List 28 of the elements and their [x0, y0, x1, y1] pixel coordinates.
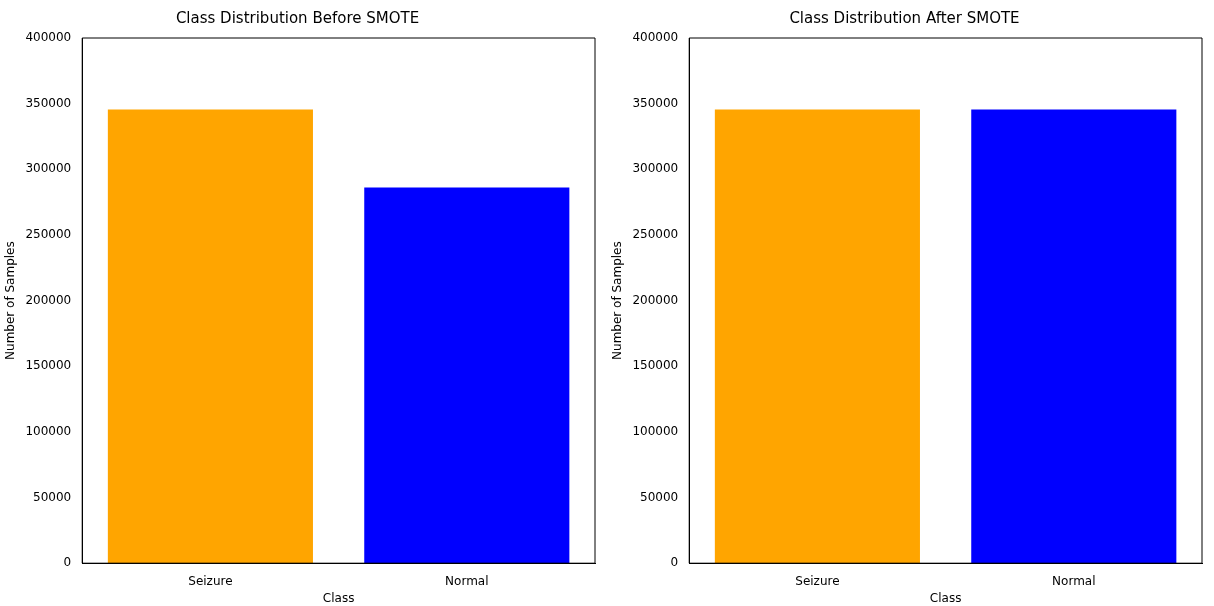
- y-tick-label: 200000: [25, 292, 72, 307]
- x-tick-label: Seizure: [188, 573, 233, 588]
- y-tick-label: 0: [670, 555, 679, 570]
- x-axis-title: Class: [322, 590, 355, 605]
- chart-title: Class Distribution After SMOTE: [789, 8, 1020, 27]
- y-tick-label: 100000: [632, 424, 679, 439]
- y-tick-label: 150000: [632, 358, 679, 373]
- y-tick-label: 150000: [25, 358, 72, 373]
- y-tick-label: 350000: [25, 95, 72, 110]
- x-axis-title: Class: [929, 590, 962, 605]
- y-axis-title: Number of Samples: [610, 241, 625, 360]
- y-tick-label: 250000: [25, 227, 72, 242]
- y-tick-label: 300000: [632, 161, 679, 176]
- y-tick-label: 300000: [25, 161, 72, 176]
- y-tick-label: 400000: [632, 30, 679, 45]
- y-tick-label: 100000: [25, 424, 72, 439]
- y-tick-label: 400000: [25, 30, 72, 45]
- x-tick-label: Normal: [445, 573, 489, 588]
- y-tick-label: 350000: [632, 95, 679, 110]
- x-tick-label: Normal: [1052, 573, 1096, 588]
- y-tick-label: 0: [63, 555, 72, 570]
- y-tick-label: 50000: [33, 489, 72, 504]
- x-tick-label: Seizure: [795, 573, 840, 588]
- y-tick-label: 250000: [632, 227, 679, 242]
- chart-title: Class Distribution Before SMOTE: [175, 8, 420, 27]
- y-tick-label: 200000: [632, 292, 679, 307]
- y-tick-label: 50000: [640, 489, 679, 504]
- y-axis-title: Number of Samples: [3, 241, 18, 360]
